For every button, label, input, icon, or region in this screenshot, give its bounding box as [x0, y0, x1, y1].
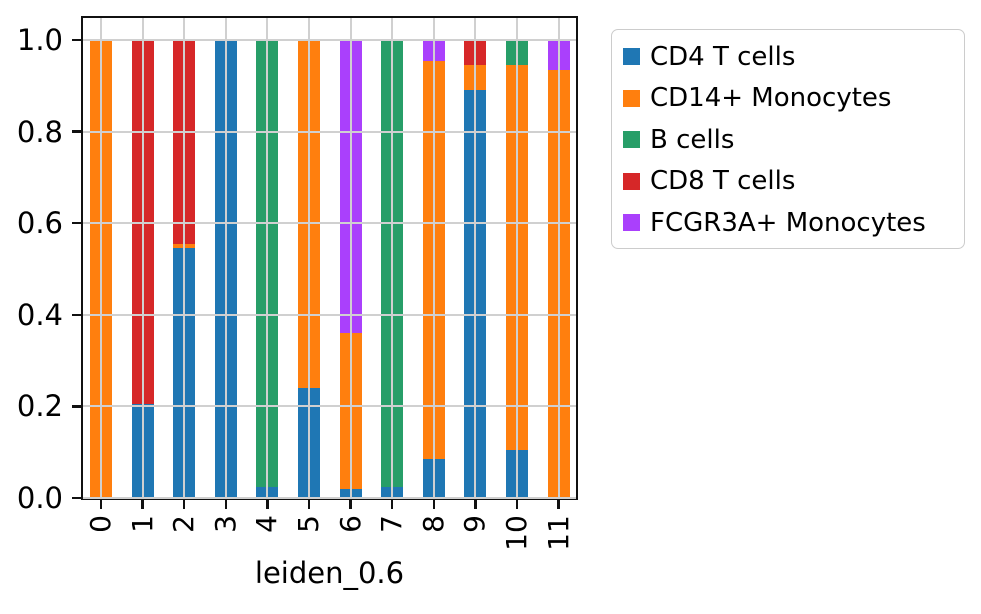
x-tick-mark [474, 500, 477, 509]
legend-color-swatch-icon [623, 48, 640, 66]
y-tick-mark [72, 38, 81, 42]
x-tick-mark [307, 500, 311, 509]
y-tick-mark [72, 130, 81, 133]
legend-label: CD8 T cells [650, 166, 796, 197]
legend-color-swatch-icon [623, 214, 640, 232]
x-tick-mark [99, 500, 103, 509]
vertical-gridline [100, 18, 102, 498]
x-tick-label: 10 [499, 515, 533, 551]
y-tick-label: 1.0 [16, 23, 63, 57]
vertical-gridline [141, 18, 144, 498]
y-tick-label: 0.4 [16, 297, 63, 332]
vertical-gridline [266, 18, 269, 498]
x-tick-label: 6 [333, 515, 367, 533]
legend-label: CD4 T cells [650, 41, 796, 72]
x-tick-label: 4 [250, 515, 284, 533]
vertical-gridline [432, 18, 435, 498]
y-tick-label: 0.0 [16, 481, 63, 515]
x-tick-mark [224, 500, 228, 509]
y-tick-mark [72, 313, 81, 317]
y-tick-mark [72, 221, 81, 225]
vertical-gridline [183, 18, 186, 498]
legend-item: FCGR3A+ Monocytes [623, 202, 953, 244]
x-tick-mark [515, 500, 519, 509]
horizontal-gridline [83, 222, 576, 225]
x-tick-label: 3 [208, 515, 242, 533]
legend-item: B cells [623, 119, 953, 161]
x-tick-label: 0 [83, 515, 117, 533]
x-tick-mark [266, 500, 269, 509]
x-tick-mark [349, 500, 352, 509]
x-tick-mark [390, 500, 394, 509]
legend-color-swatch-icon [623, 131, 640, 149]
x-tick-mark [432, 500, 436, 509]
plot-area [81, 16, 578, 500]
legend-item: CD14+ Monocytes [623, 78, 953, 120]
x-tick-label: 2 [167, 515, 201, 533]
y-tick-mark [72, 496, 81, 500]
horizontal-gridline [83, 39, 576, 41]
vertical-gridline [391, 18, 394, 498]
x-axis-label: leiden_0.6 [254, 556, 405, 590]
y-tick-label: 0.2 [16, 389, 63, 424]
y-tick-label: 0.8 [16, 114, 63, 149]
x-tick-mark [182, 500, 186, 509]
vertical-gridline [557, 18, 560, 498]
legend-color-swatch-icon [623, 89, 640, 107]
horizontal-gridline [83, 130, 576, 133]
x-tick-label: 1 [125, 515, 159, 533]
horizontal-gridline [83, 313, 576, 316]
y-tick-mark [72, 405, 81, 408]
x-tick-label: 9 [458, 515, 492, 533]
vertical-gridline [474, 18, 477, 498]
x-tick-label: 5 [291, 515, 325, 533]
x-tick-label: 7 [375, 515, 409, 533]
legend-item: CD8 T cells [623, 161, 953, 203]
horizontal-gridline [83, 405, 576, 408]
horizontal-gridline [83, 497, 576, 499]
vertical-gridline [224, 18, 227, 498]
y-tick-label: 0.6 [16, 206, 63, 241]
legend-label: CD14+ Monocytes [650, 83, 892, 114]
x-tick-mark [141, 500, 144, 509]
x-tick-mark [557, 500, 560, 509]
vertical-gridline [516, 18, 518, 498]
legend-label: B cells [650, 124, 735, 155]
legend-color-swatch-icon [623, 172, 640, 190]
legend-item: CD4 T cells [623, 36, 953, 78]
vertical-gridline [308, 18, 310, 498]
x-tick-label: 11 [541, 515, 575, 551]
x-tick-label: 8 [416, 515, 450, 533]
legend-label: FCGR3A+ Monocytes [650, 207, 926, 238]
legend: CD4 T cells CD14+ Monocytes B cells CD8 T c… [611, 29, 965, 249]
vertical-gridline [349, 18, 352, 498]
